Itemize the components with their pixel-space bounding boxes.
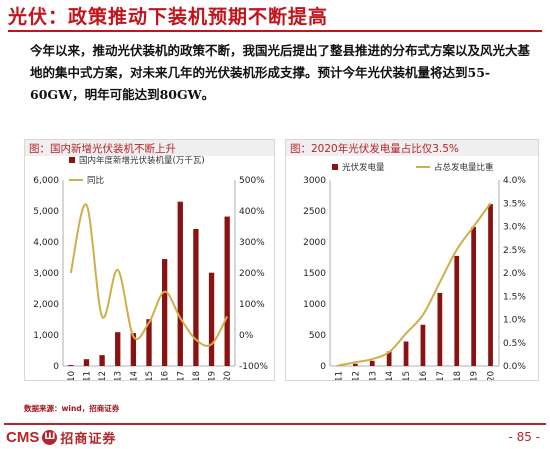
bar — [471, 226, 477, 366]
generation-chart: 0 500 1000 1500 2000 2500 3000 0.0% 0.5% 1.0% 1.5%… — [303, 162, 526, 380]
y-tick-label: 1,000 — [33, 331, 59, 341]
y-tick-label: 2000 — [303, 238, 326, 248]
bar — [369, 360, 375, 366]
data-source: 数据来源：wind，招商证券 — [24, 404, 120, 413]
bar — [83, 359, 90, 366]
x-tick-label: 2015 — [402, 371, 412, 380]
y2-tick-label: 200% — [239, 269, 265, 279]
x-tick-label: 2016 — [161, 371, 171, 380]
y-tick-label: 0 — [53, 362, 59, 372]
y-tick-label: 6,000 — [33, 176, 59, 186]
bar — [386, 351, 392, 366]
bar — [224, 216, 230, 366]
chart-panel-generation: 图：2020年光伏发电量占比仅3.5% 0 500 1000 1500 2000 2500… — [285, 139, 539, 381]
x-tick-label: 2020 — [223, 371, 233, 380]
x-tick-label: 2011 — [82, 371, 92, 380]
y2-tick-label: 400% — [239, 207, 265, 217]
title-underline — [8, 30, 542, 32]
y2-tick-label: 0.0% — [503, 362, 526, 372]
legend-label: 国内年度新增光伏装机量(万千瓦) — [79, 155, 205, 166]
y-tick-label: 5,000 — [33, 207, 59, 217]
legend-label: 同比 — [87, 175, 104, 186]
x-tick-label: 2020 — [487, 371, 497, 380]
chart-title: 图：国内新增光伏装机不断上升 — [29, 143, 176, 155]
bar — [130, 333, 137, 366]
bar — [437, 292, 443, 366]
y2-tick-label: 3.0% — [503, 223, 526, 233]
logo-badge-icon: Ш — [42, 429, 58, 445]
y2-tick-label: 0% — [239, 331, 254, 341]
logo-wordmark: CMS — [6, 428, 40, 446]
bar — [177, 201, 183, 366]
y-tick-label: 2,000 — [33, 300, 59, 310]
legend-label: 占总发电量比重 — [434, 162, 494, 173]
chart-panel-installations: 图：国内新增光伏装机不断上升 0 1,000 2,000 3,000 4,000 5,00… — [24, 139, 275, 381]
footer-rule — [4, 423, 546, 425]
x-tick-label: 2018 — [192, 371, 202, 380]
bar — [488, 204, 493, 366]
y-tick-label: 2500 — [303, 207, 326, 217]
y2-tick-label: 1.5% — [503, 292, 526, 302]
x-tick-label: 2017 — [436, 371, 446, 380]
bar — [403, 341, 409, 366]
bar — [193, 228, 199, 366]
bar — [161, 259, 168, 366]
line-series — [69, 203, 229, 347]
legend-label: 光伏发电量 — [342, 162, 385, 173]
x-tick-label: 2015 — [145, 371, 155, 380]
line-series — [338, 202, 492, 367]
y2-tick-label: 4.0% — [503, 176, 526, 186]
x-tick-label: 2014 — [129, 371, 139, 380]
y2-tick-label: 2.0% — [503, 269, 526, 279]
x-tick-label: 2011 — [334, 371, 344, 380]
bar — [68, 365, 74, 366]
y2-tick-label: 300% — [239, 238, 265, 248]
chart-header: 图：国内新增光伏装机不断上升 — [25, 140, 274, 156]
bar — [454, 255, 460, 366]
y-tick-label: 3,000 — [33, 269, 59, 279]
cms-logo: CMS Ш 招商证券 — [6, 428, 117, 447]
y2-tick-label: 1.0% — [503, 316, 526, 326]
bar — [208, 272, 215, 366]
x-tick-label: 2018 — [453, 371, 463, 380]
x-tick-label: 2016 — [419, 371, 429, 380]
x-tick-label: 2019 — [208, 371, 218, 380]
y2-tick-label: -100% — [239, 362, 268, 372]
slide-title: 光伏：政策推动下装机预期不断提高 — [8, 6, 329, 28]
installations-chart: 0 1,000 2,000 3,000 4,000 5,000 6,000 -100% 0% 10… — [33, 155, 268, 380]
x-tick-label: 2019 — [470, 371, 480, 380]
y-tick-label: 4,000 — [33, 238, 59, 248]
page-number: - 85 - — [508, 430, 540, 444]
y2-tick-label: 500% — [239, 176, 265, 186]
logo-chinese-name: 招商证券 — [60, 431, 117, 447]
chart-title: 图：2020年光伏发电量占比仅3.5% — [290, 143, 459, 155]
y-tick-label: 500 — [309, 331, 326, 341]
y2-tick-label: 2.5% — [503, 246, 526, 256]
x-tick-label: 2017 — [176, 371, 186, 380]
bar — [352, 363, 358, 366]
bar — [99, 355, 105, 366]
y2-tick-label: 0.5% — [503, 339, 526, 349]
legend-swatch-bar — [332, 164, 338, 170]
y2-tick-label: 100% — [239, 300, 265, 310]
bar — [146, 319, 152, 366]
x-tick-label: 2012 — [351, 371, 361, 380]
x-tick-label: 2012 — [98, 371, 108, 380]
bar — [420, 324, 426, 366]
chart-header: 图：2020年光伏发电量占比仅3.5% — [286, 140, 538, 156]
bar — [115, 332, 121, 366]
y2-tick-label: 3.5% — [503, 199, 526, 209]
y-tick-label: 1000 — [303, 300, 326, 310]
legend-swatch-bar — [69, 157, 75, 163]
x-tick-label: 2013 — [114, 371, 124, 380]
x-tick-label: 2010 — [67, 371, 77, 380]
intro-paragraph: 今年以来，推动光伏装机的政策不断，我国光后提出了整县推进的分布式方案以及风光大基… — [30, 43, 531, 102]
y-tick-label: 1500 — [303, 269, 326, 279]
y-tick-label: 0 — [320, 362, 326, 372]
x-tick-label: 2014 — [385, 371, 395, 380]
y-tick-label: 3000 — [303, 176, 326, 186]
x-tick-label: 2013 — [368, 371, 378, 380]
